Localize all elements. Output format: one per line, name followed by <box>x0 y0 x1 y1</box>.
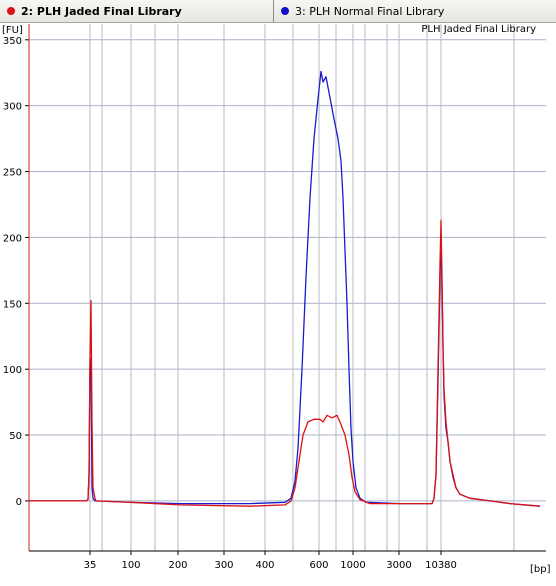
x-tick-label: 3000 <box>386 560 411 571</box>
y-tick-label: 100 <box>3 365 22 376</box>
y-tick-label: 250 <box>3 168 22 179</box>
series-line-jaded-library <box>29 219 541 507</box>
x-tick-label: 400 <box>255 560 274 571</box>
tab-sample-3-label: 3: PLH Normal Final Library <box>295 4 445 18</box>
y-tick-label: 50 <box>9 431 22 442</box>
axis-layer: 0 50 100 150 200 250 300 350 35 100 200 300 400 600 10… <box>3 24 546 571</box>
x-tick-label: 200 <box>168 560 187 571</box>
y-axis-label: [FU] <box>2 25 23 36</box>
y-tick-label: 0 <box>16 497 22 508</box>
x-tick-label: 10380 <box>425 560 457 571</box>
sample-3-color-dot <box>281 7 289 15</box>
grid-layer <box>29 24 546 551</box>
y-tick-label: 300 <box>3 102 22 113</box>
x-tick-label: 100 <box>121 560 140 571</box>
y-tick-label: 350 <box>3 36 22 47</box>
y-tick-label: 150 <box>3 299 22 310</box>
x-tick-label: 35 <box>84 560 97 571</box>
y-tick-label: 200 <box>3 233 22 244</box>
sample-tab-bar: 2: PLH Jaded Final Library 3: PLH Normal… <box>0 0 556 23</box>
x-tick-label: 300 <box>214 560 233 571</box>
sample-2-color-dot <box>7 7 15 15</box>
chart-title: PLH Jaded Final Library <box>421 24 536 35</box>
x-tick-label: 600 <box>309 560 328 571</box>
x-tick-label: 1000 <box>340 560 365 571</box>
series-line-normal-library <box>29 70 541 507</box>
electropherogram-chart[interactable]: 0 50 100 150 200 250 300 350 35 100 200 300 400 600 10… <box>0 22 556 586</box>
series-layer <box>29 70 541 507</box>
x-axis-label: [bp] <box>530 564 551 575</box>
tab-sample-2[interactable]: 2: PLH Jaded Final Library <box>0 0 272 22</box>
tab-sample-2-label: 2: PLH Jaded Final Library <box>21 4 182 18</box>
tab-sample-3[interactable]: 3: PLH Normal Final Library <box>273 0 556 22</box>
